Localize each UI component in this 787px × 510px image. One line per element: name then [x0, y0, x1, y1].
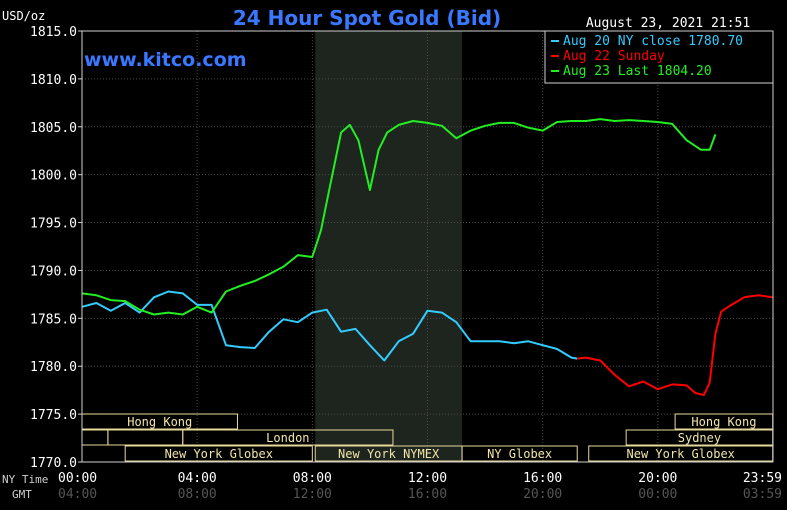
series-line	[81, 290, 578, 362]
y-tick-label: 1815.0	[30, 25, 77, 40]
y-tick-label: 1800.0	[30, 169, 77, 184]
price-series	[81, 118, 773, 396]
session-box	[182, 429, 394, 446]
session-label: Hong Kong	[691, 415, 756, 429]
series-line	[81, 118, 717, 316]
y-tick-label: 1770.0	[30, 456, 77, 471]
legend-entry: Aug 22 Sunday	[563, 49, 665, 64]
x-tick-label-gmt: 20:00	[523, 487, 562, 502]
y-tick-label: 1790.0	[30, 264, 77, 279]
series-line	[577, 294, 773, 396]
website-label: www.kitco.com	[84, 49, 247, 71]
session-label: New York Globex	[627, 447, 735, 461]
x-tick-label-gmt: 00:00	[638, 487, 677, 502]
session-box	[124, 445, 313, 462]
session-label: London	[266, 431, 309, 445]
ny-time-label: NY Time	[2, 473, 48, 486]
session-label: New York Globex	[165, 447, 273, 461]
session-box	[461, 445, 578, 462]
x-tick-label-gmt: 03:59	[743, 487, 782, 502]
chart-title: 24 Hour Spot Gold (Bid)	[233, 6, 501, 30]
nymex-shaded-region	[315, 31, 463, 462]
y-tick-label: 1775.0	[30, 408, 77, 423]
x-tick-label-gmt: 16:00	[408, 487, 447, 502]
y-tick-label: 1780.0	[30, 360, 77, 375]
session-label: NY Globex	[487, 447, 552, 461]
x-tick-label-ny: 20:00	[638, 471, 677, 486]
plot-frame	[81, 30, 774, 463]
gmt-label: GMT	[12, 488, 32, 501]
session-label: Sydney	[678, 431, 721, 445]
x-tick-label-ny: 16:00	[523, 471, 562, 486]
x-tick-label-gmt: 08:00	[178, 487, 217, 502]
y-axis-label: USD/oz	[2, 9, 45, 23]
session-label: Hong Kong	[127, 415, 192, 429]
x-axis-ticks: 00:0004:0004:0008:0008:0012:0012:0016:00…	[58, 471, 782, 502]
x-tick-label-gmt: 12:00	[293, 487, 332, 502]
y-tick-label: 1810.0	[30, 73, 77, 88]
legend-box	[544, 30, 774, 84]
x-tick-label-ny: 08:00	[293, 471, 332, 486]
x-tick-label-ny: 23:59	[743, 471, 782, 486]
session-label: New York NYMEX	[338, 447, 440, 461]
x-tick-label-ny: 12:00	[408, 471, 447, 486]
y-tick-label: 1785.0	[30, 312, 77, 327]
y-tick-label: 1805.0	[30, 121, 77, 136]
x-tick-label-ny: 04:00	[178, 471, 217, 486]
legend-entry: Aug 23 Last 1804.20	[563, 64, 712, 79]
legend-entry: Aug 20 NY close 1780.70	[563, 34, 743, 49]
y-axis-ticks: 1815.0 1810.0 1805.0 1800.0 1795.0 1790.0 1785…	[30, 25, 82, 471]
chart-datetime: August 23, 2021 21:51	[586, 16, 750, 31]
x-tick-label-ny: 00:00	[58, 471, 97, 486]
x-tick-label-gmt: 04:00	[58, 487, 97, 502]
y-tick-label: 1795.0	[30, 217, 77, 232]
trading-sessions: Hong Kong London New York Globex New York N…	[81, 413, 774, 462]
